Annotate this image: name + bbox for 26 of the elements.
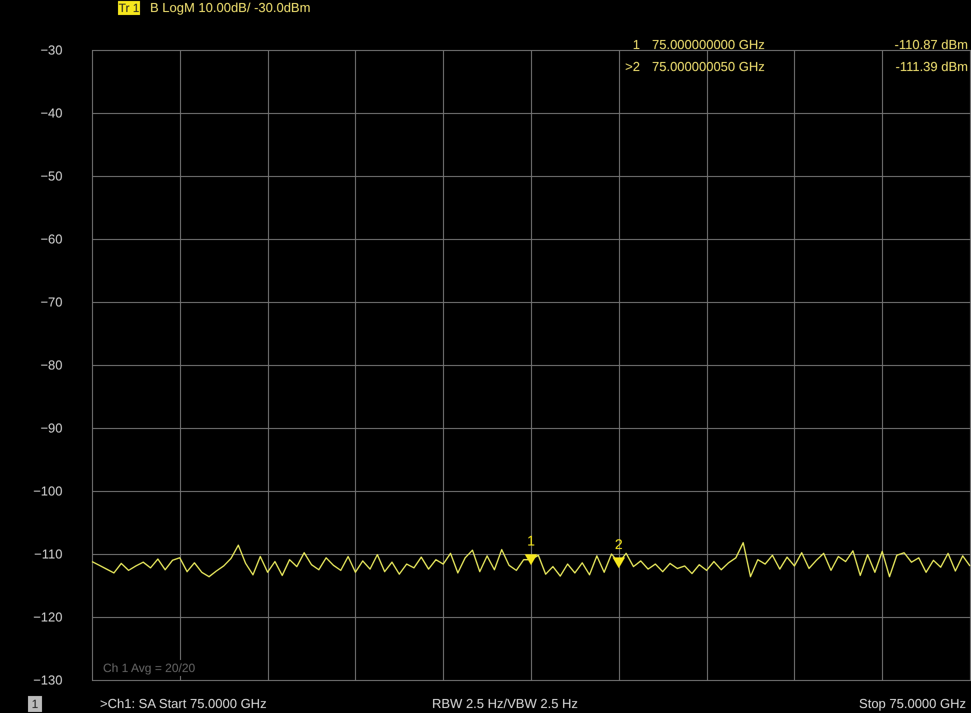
y-tick-label: −70 bbox=[40, 294, 62, 310]
chart-title: Tr 1 bbox=[118, 1, 140, 15]
annotation: -111.39 dBm bbox=[895, 59, 968, 74]
text: 1 bbox=[32, 697, 39, 711]
y-tick-label: −80 bbox=[40, 358, 62, 372]
y-tick-label: −30 bbox=[40, 42, 62, 58]
annotation: 75.000000050 GHz bbox=[652, 59, 765, 74]
annotation: Ch 1 Avg = 20/20 bbox=[103, 661, 196, 675]
annotation: 75.000000000 GHz bbox=[652, 37, 765, 52]
annotation: >2 bbox=[625, 59, 640, 74]
series-label: 2 bbox=[614, 536, 623, 552]
y-tick-label: −90 bbox=[40, 420, 62, 436]
annotation: -110.87 dBm bbox=[894, 37, 968, 52]
y-tick-label: −40 bbox=[40, 106, 62, 120]
text: RBW 2.5 Hz/VBW 2.5 Hz bbox=[432, 696, 578, 711]
y-tick-label: −50 bbox=[40, 168, 62, 184]
y-tick-label: −110 bbox=[34, 546, 62, 562]
chart-subtitle: B LogM 10.00dB/ -30.0dBm bbox=[150, 0, 310, 15]
text: >Ch1: SA Start 75.0000 GHz bbox=[100, 696, 267, 711]
y-tick-label: −60 bbox=[40, 232, 62, 246]
y-tick-label: −120 bbox=[33, 610, 62, 624]
annotation: 1 bbox=[632, 37, 640, 52]
y-tick-label: −100 bbox=[33, 484, 62, 498]
y-tick-label: −130 bbox=[33, 672, 62, 688]
text: Stop 75.0000 GHz bbox=[859, 696, 966, 711]
series-label: 1 bbox=[527, 532, 536, 549]
